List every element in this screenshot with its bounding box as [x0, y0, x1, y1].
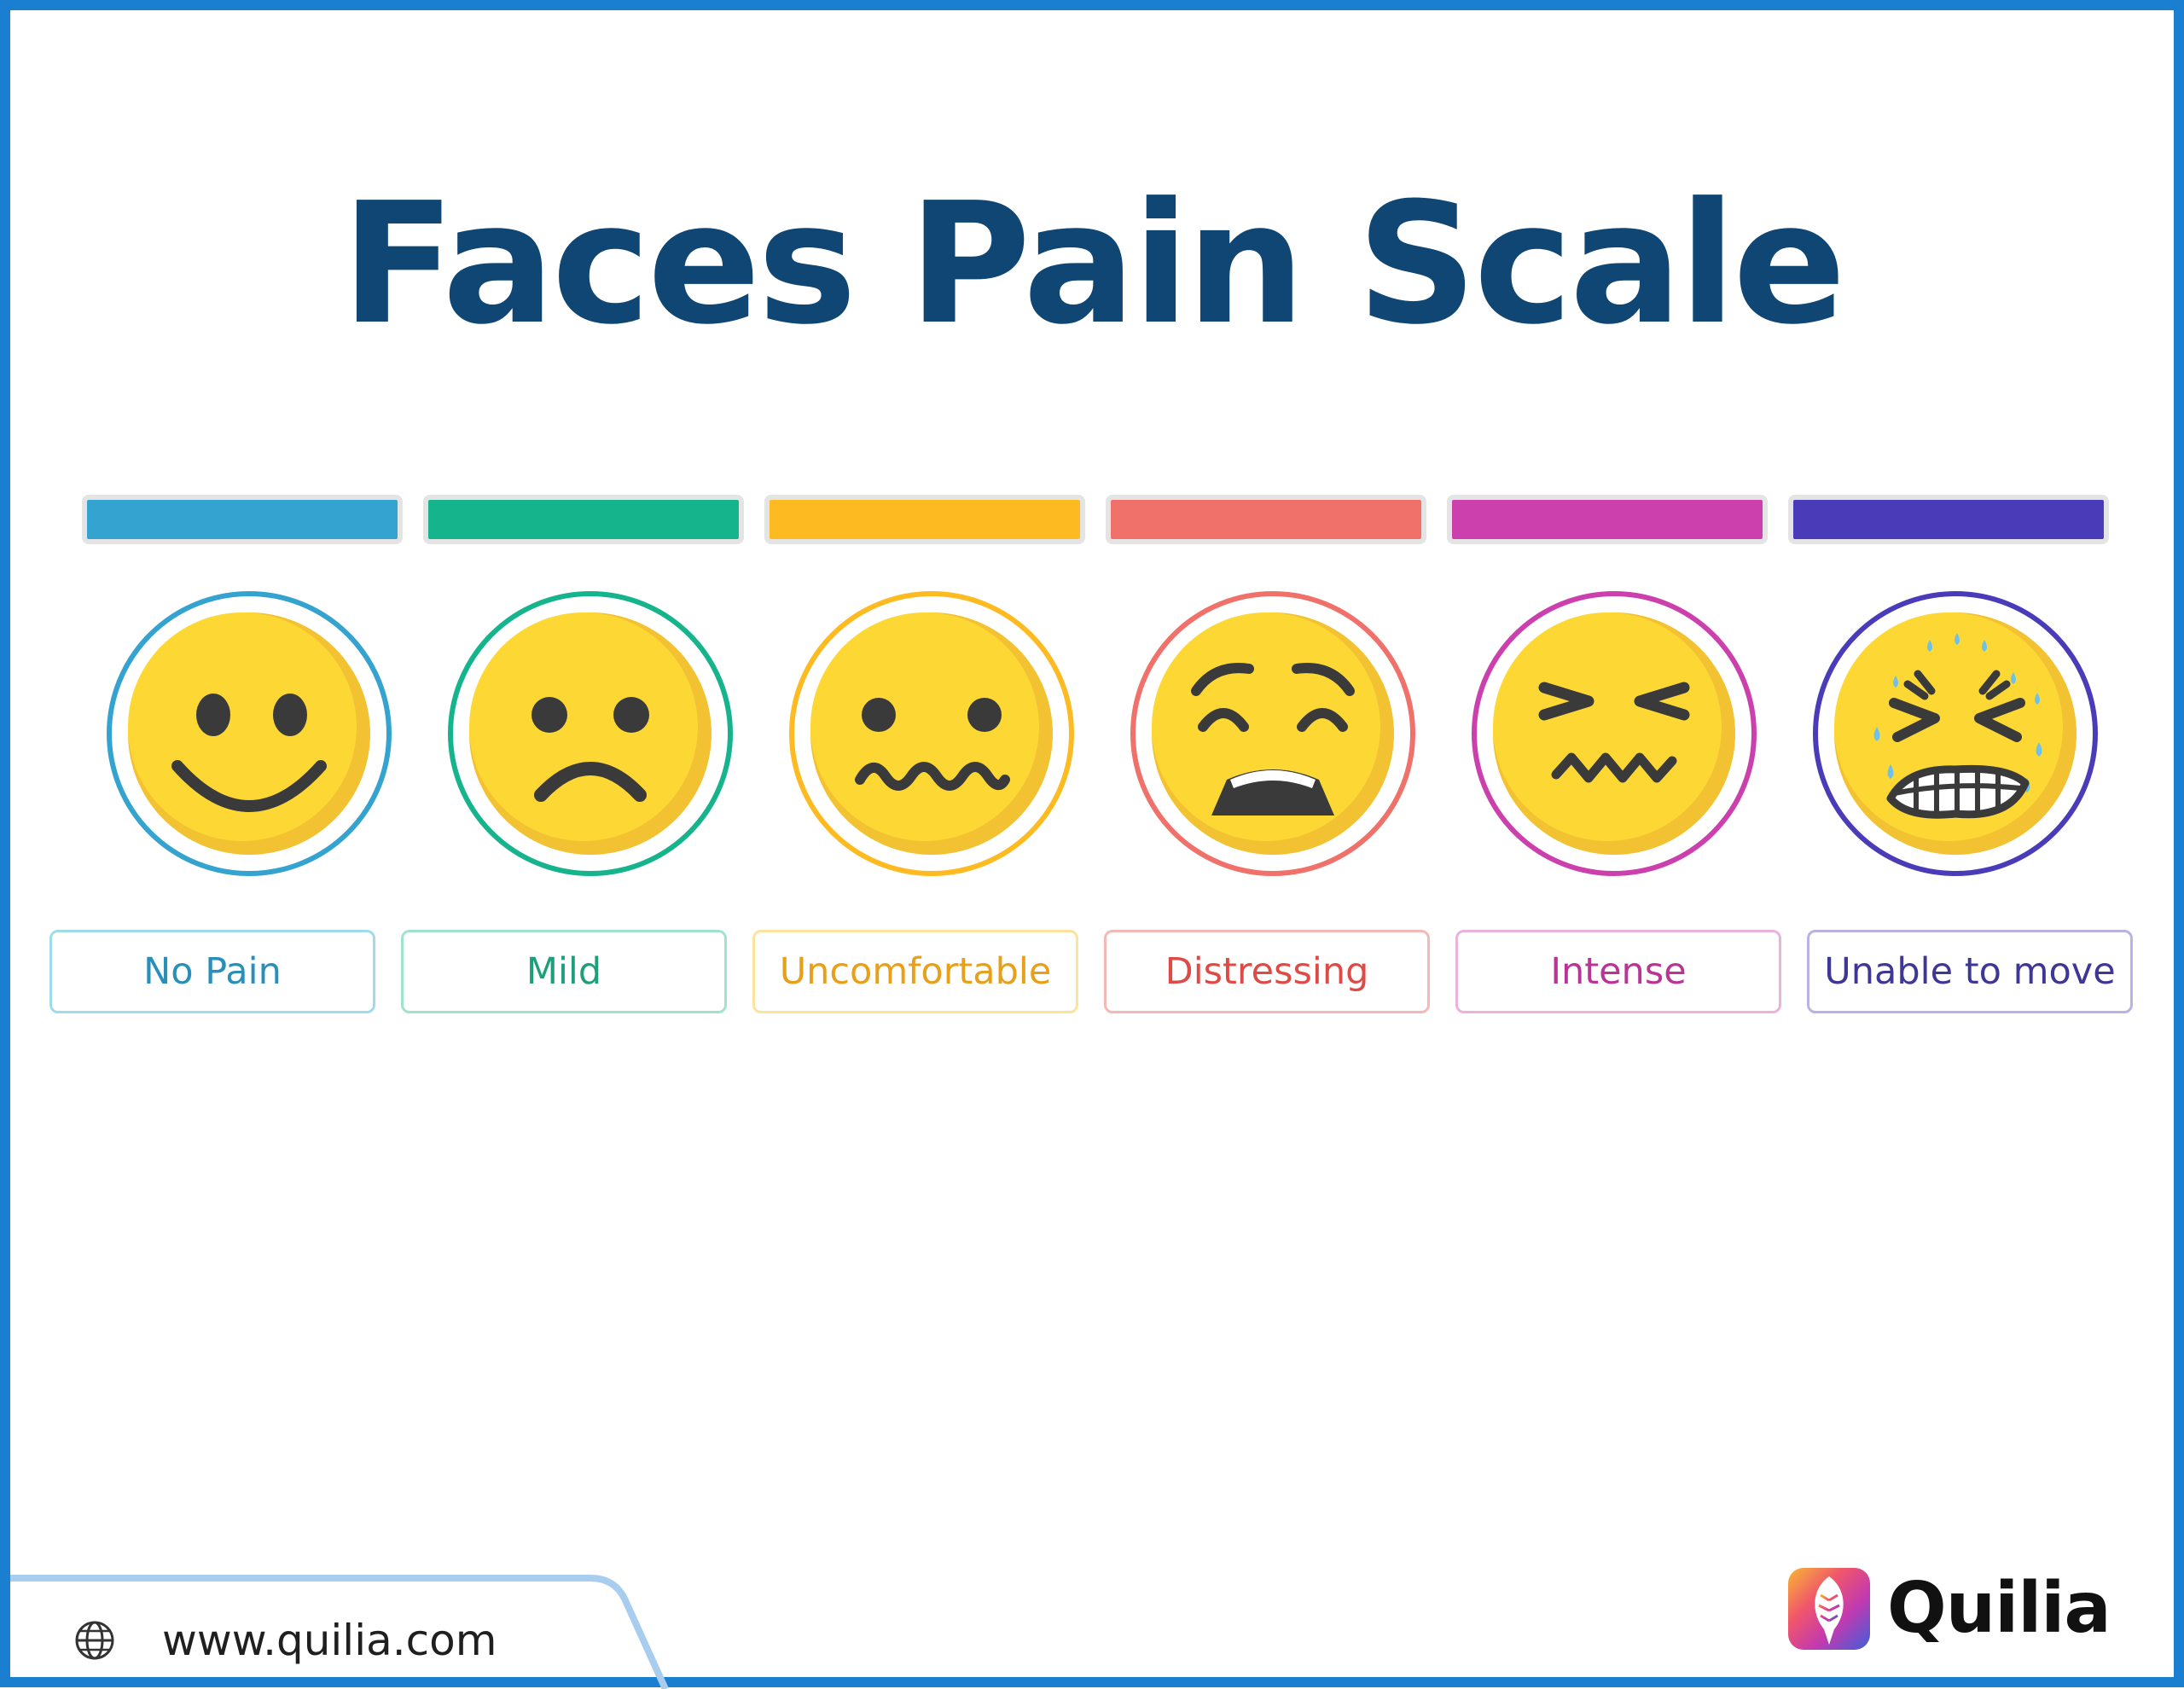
squinting-face-icon — [1471, 590, 1757, 877]
level-bar-unable-to-move — [1788, 495, 2109, 544]
level-bar-uncomfortable — [764, 495, 1085, 544]
level-label-mild: Mild — [401, 930, 727, 1013]
quilia-logo-icon — [1786, 1566, 1872, 1651]
anguished-face-icon — [1130, 590, 1416, 877]
brand-name: Quilia — [1887, 1568, 2111, 1649]
level-bar-distressing — [1106, 495, 1426, 544]
website-link[interactable]: www.quilia.com — [162, 1616, 497, 1665]
frowning-face-icon — [447, 590, 734, 877]
level-label-intense: Intense — [1455, 930, 1781, 1013]
grimacing-sweat-face-icon — [1812, 590, 2099, 877]
page-title: Faces Pain Scale — [340, 167, 1846, 362]
smiling-face-icon — [106, 590, 392, 877]
level-label-uncomfortable: Uncomfortable — [752, 930, 1078, 1013]
level-bar-no-pain — [82, 495, 403, 544]
wavy-mouth-face-icon — [788, 590, 1075, 877]
level-label-distressing: Distressing — [1104, 930, 1430, 1013]
level-label-no-pain: No Pain — [49, 930, 375, 1013]
level-label-unable-to-move: Unable to move — [1807, 930, 2133, 1013]
level-bar-intense — [1447, 495, 1768, 544]
footer-decoration — [10, 1575, 669, 1689]
level-bar-mild — [423, 495, 744, 544]
globe-icon — [73, 1619, 116, 1662]
